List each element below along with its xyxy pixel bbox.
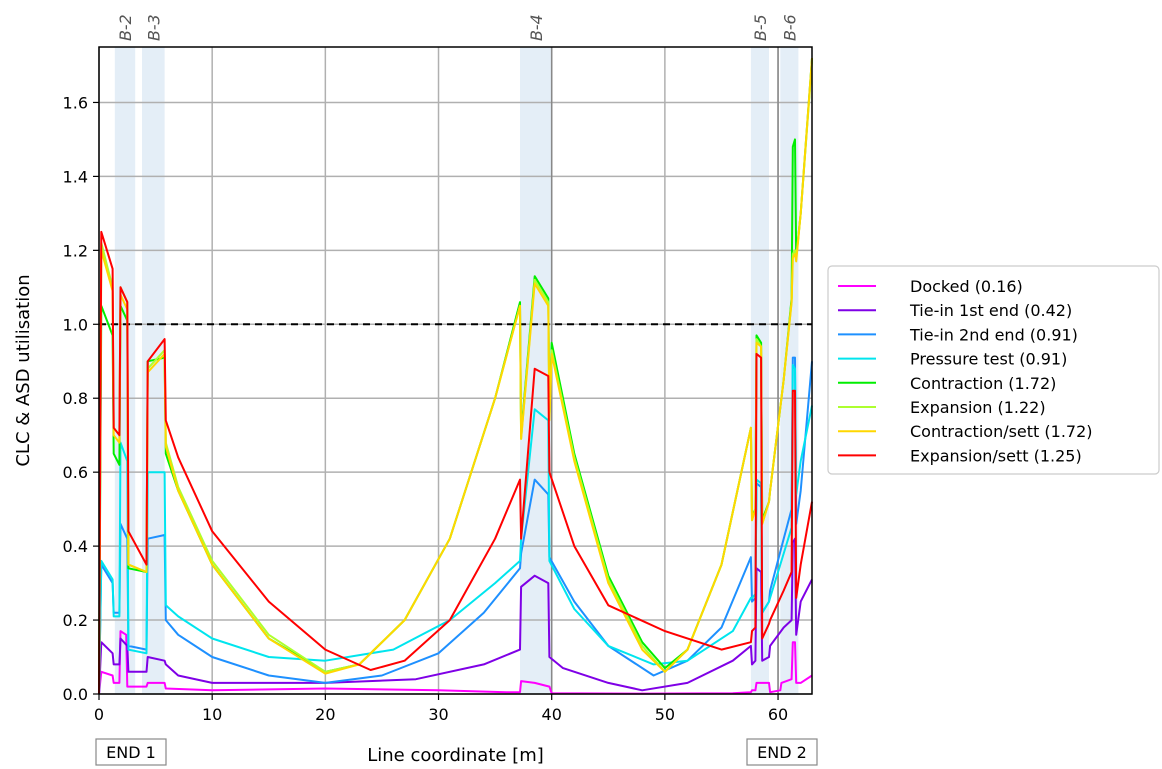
x-tick-label-50: 50 bbox=[655, 705, 675, 724]
band-label-b-2: B-2 bbox=[116, 14, 135, 41]
band-label-b-3: B-3 bbox=[144, 14, 163, 41]
series-lines bbox=[98, 58, 813, 695]
band-b-2 bbox=[114, 47, 136, 694]
grid-lines bbox=[98, 47, 812, 695]
end-2-label: END 2 bbox=[757, 743, 807, 762]
series-line-3 bbox=[98, 364, 813, 695]
series-line-6 bbox=[98, 58, 813, 695]
y-tick-label-7: 1.4 bbox=[63, 167, 88, 186]
legend-label-2: Tie-in 2nd end (0.91) bbox=[909, 325, 1078, 344]
bridge-band-labels: B-2 B-3 B-4 B-5 B-6 bbox=[116, 14, 799, 41]
y-tick-label-0: 0.0 bbox=[63, 685, 88, 704]
y-axis-label: CLC & ASD utilisation bbox=[13, 274, 34, 466]
end-2-box bbox=[746, 738, 818, 766]
x-tick-label-40: 40 bbox=[542, 705, 562, 724]
series-line-4 bbox=[98, 58, 813, 695]
band-label-b-6: B-6 bbox=[780, 14, 799, 41]
series-line-0 bbox=[98, 630, 813, 695]
legend-label-6: Contraction/sett (1.72) bbox=[910, 422, 1093, 441]
y-tick-label-5: 1.0 bbox=[63, 315, 88, 334]
y-tick-label-1: 0.2 bbox=[63, 611, 88, 630]
legend-label-3: Pressure test (0.91) bbox=[910, 350, 1067, 369]
y-tick-label-6: 1.2 bbox=[63, 241, 88, 260]
y-axis-ticks: 0.0 0.2 0.4 0.6 0.8 1.0 1.2 1.4 1.6 bbox=[63, 93, 99, 704]
legend: Docked (0.16) Tie-in 1st end (0.42) Tie-in… bbox=[827, 265, 1160, 475]
x-tick-label-60: 60 bbox=[768, 705, 788, 724]
legend-box bbox=[827, 265, 1160, 475]
end-1-label: END 1 bbox=[106, 743, 156, 762]
x-tick-label-30: 30 bbox=[428, 705, 448, 724]
legend-label-4: Contraction (1.72) bbox=[910, 374, 1056, 393]
x-tick-label-20: 20 bbox=[315, 705, 335, 724]
x-axis-ticks: 0 10 20 30 40 50 60 bbox=[94, 694, 788, 724]
series-line-2 bbox=[98, 356, 813, 695]
band-label-b-5: B-5 bbox=[751, 14, 770, 41]
x-tick-label-0: 0 bbox=[94, 705, 104, 724]
y-tick-label-8: 1.6 bbox=[63, 93, 88, 112]
bridge-bands bbox=[114, 47, 799, 694]
x-axis-label: Line coordinate [m] bbox=[367, 745, 544, 766]
y-tick-label-4: 0.8 bbox=[63, 389, 88, 408]
band-b-4 bbox=[520, 47, 552, 694]
series-line-7 bbox=[98, 230, 813, 695]
legend-label-0: Docked (0.16) bbox=[910, 277, 1023, 296]
legend-label-7: Expansion/sett (1.25) bbox=[910, 446, 1082, 465]
plot-frame bbox=[98, 46, 813, 695]
series-line-5 bbox=[98, 61, 813, 695]
band-b-3 bbox=[142, 47, 165, 694]
end-labels: END 1 END 2 bbox=[95, 738, 818, 766]
series-line-1 bbox=[98, 537, 813, 695]
band-label-b-4: B-4 bbox=[527, 14, 546, 41]
y-tick-label-2: 0.4 bbox=[63, 537, 88, 556]
legend-label-5: Expansion (1.22) bbox=[910, 398, 1046, 417]
x-tick-label-10: 10 bbox=[202, 705, 222, 724]
legend-label-1: Tie-in 1st end (0.42) bbox=[909, 301, 1072, 320]
y-tick-label-3: 0.6 bbox=[63, 463, 88, 482]
end-1-box bbox=[95, 738, 167, 766]
